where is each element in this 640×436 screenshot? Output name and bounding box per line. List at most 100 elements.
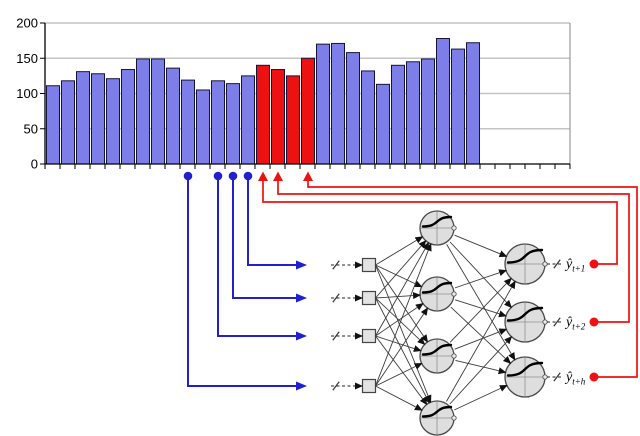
signal-slash-mark bbox=[332, 331, 340, 341]
bar-series bbox=[46, 38, 480, 165]
signal-slash-mark bbox=[332, 260, 340, 270]
input-node bbox=[361, 290, 377, 306]
neuron-output-port bbox=[451, 225, 457, 231]
synapse-edge bbox=[375, 363, 423, 387]
signal-slash-mark bbox=[332, 381, 340, 391]
history-bar bbox=[346, 52, 360, 165]
output-label-base: ŷ bbox=[564, 315, 573, 330]
y-axis-tick-label: 0 bbox=[31, 157, 38, 172]
output-marker-dot bbox=[589, 259, 599, 269]
forecast-feedback-annotations bbox=[258, 171, 638, 382]
forecast-bar bbox=[286, 75, 300, 165]
synapse-edge bbox=[449, 336, 513, 405]
input-feed-line bbox=[217, 180, 307, 341]
history-bar bbox=[121, 69, 135, 165]
synapse-edge bbox=[450, 306, 512, 364]
output-label: ŷt+2 bbox=[564, 315, 586, 332]
output-marker-dot bbox=[589, 372, 599, 382]
synapse-edge bbox=[454, 385, 508, 411]
sigmoid-curve-icon bbox=[506, 306, 544, 322]
output-label-subscript: t+1 bbox=[572, 264, 585, 274]
output-label-base: ŷ bbox=[564, 257, 573, 272]
synapse-edge bbox=[375, 335, 422, 352]
history-bar bbox=[421, 58, 435, 165]
input-node bbox=[361, 257, 377, 273]
history-bar bbox=[76, 71, 90, 165]
neural-network: ŷt+1ŷt+2ŷt+h bbox=[331, 210, 586, 436]
synapse-edge bbox=[455, 359, 507, 375]
sigmoid-curve-icon bbox=[506, 361, 544, 377]
sigmoid-curve-icon bbox=[421, 405, 453, 418]
forecast-bar bbox=[256, 64, 270, 165]
history-bar bbox=[106, 78, 120, 165]
forecast-feedback-line bbox=[262, 181, 618, 265]
history-bar bbox=[451, 48, 465, 165]
synapse-edge bbox=[446, 280, 516, 402]
signal-slash-mark bbox=[553, 259, 561, 269]
input-marker-dot bbox=[183, 171, 193, 181]
synapse-edge bbox=[375, 241, 430, 337]
output-label-subscript: t+2 bbox=[572, 322, 586, 332]
output-label: ŷt+h bbox=[564, 370, 586, 387]
input-marker-dot bbox=[228, 171, 238, 181]
y-axis-tick-label: 50 bbox=[24, 121, 38, 136]
history-bar bbox=[151, 58, 165, 165]
history-bar bbox=[211, 80, 225, 165]
history-bar bbox=[316, 43, 330, 165]
synapse-edge bbox=[375, 236, 424, 266]
synapse-edge bbox=[375, 297, 430, 404]
history-bar bbox=[226, 83, 240, 165]
synapse-edge bbox=[375, 307, 429, 387]
history-bar bbox=[136, 58, 150, 165]
sigmoid-curve-icon bbox=[421, 281, 453, 294]
forecast-arrow-up bbox=[303, 171, 313, 181]
input-node bbox=[361, 328, 377, 344]
history-bar bbox=[166, 67, 180, 165]
output-label-subscript: t+h bbox=[572, 377, 586, 387]
synapse-edge bbox=[454, 328, 508, 350]
synapse-edge bbox=[454, 234, 508, 258]
history-bar bbox=[46, 85, 60, 165]
synapse-edge bbox=[375, 335, 428, 406]
history-bar bbox=[391, 64, 405, 165]
input-feed-line bbox=[187, 180, 307, 391]
y-axis-tick-label: 150 bbox=[16, 51, 38, 66]
forecast-feedback-line bbox=[307, 181, 638, 378]
forecast-feedback-line bbox=[277, 181, 630, 323]
neuron-output-port bbox=[451, 353, 457, 359]
neuron-output-port bbox=[451, 415, 457, 421]
input-feed-annotations bbox=[183, 171, 307, 391]
y-axis-tick-label: 200 bbox=[16, 16, 38, 31]
input-feed-line bbox=[232, 180, 307, 303]
neuron-output-port bbox=[542, 261, 548, 267]
history-bar bbox=[181, 79, 195, 165]
history-bar bbox=[466, 42, 480, 165]
neuron-output-port bbox=[542, 374, 548, 380]
signal-slash-mark bbox=[553, 372, 561, 382]
sigmoid-curve-icon bbox=[421, 215, 453, 228]
output-marker-dot bbox=[589, 317, 599, 327]
history-bar bbox=[196, 89, 210, 165]
y-axis-tick-label: 100 bbox=[16, 86, 38, 101]
history-bar bbox=[436, 38, 450, 165]
signal-slash-mark bbox=[332, 293, 340, 303]
bar-chart: 0 50 100 150 200 bbox=[16, 16, 571, 172]
forecast-bar bbox=[271, 69, 285, 165]
forecast-arrow-up bbox=[273, 171, 283, 181]
sigmoid-curve-icon bbox=[506, 248, 544, 264]
synapse-edge bbox=[375, 385, 423, 411]
output-label: ŷt+1 bbox=[564, 257, 585, 274]
synapse-edge bbox=[454, 299, 507, 318]
history-bar bbox=[376, 83, 390, 165]
output-label-base: ŷ bbox=[564, 370, 573, 385]
synapse-edge bbox=[375, 264, 432, 404]
sigmoid-curve-icon bbox=[421, 343, 453, 356]
synapse-edge bbox=[375, 297, 426, 346]
forecast-bar bbox=[301, 57, 315, 165]
synapse-edge bbox=[449, 241, 513, 309]
signal-slash-mark bbox=[553, 317, 561, 327]
synapse-edge bbox=[446, 244, 516, 361]
synapse-edge bbox=[454, 269, 508, 289]
synapse-edge bbox=[375, 264, 423, 288]
